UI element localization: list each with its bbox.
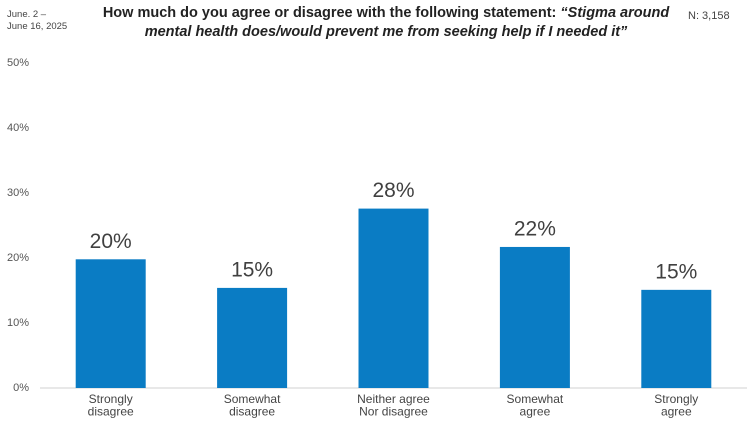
- bar: [641, 289, 712, 388]
- value-label: 28%: [372, 179, 414, 202]
- bar: [217, 287, 288, 388]
- value-label: 22%: [514, 217, 556, 240]
- x-tick-label: Neither agree: [357, 392, 430, 406]
- date-range: June. 2 – June 16, 2025: [7, 9, 67, 33]
- x-tick-label: disagree: [88, 405, 134, 419]
- title-text: How much do you agree or disagree with t…: [102, 5, 557, 21]
- title-quote: “Stigma around mental health does/would …: [144, 5, 670, 40]
- date-line: June 16, 2025: [7, 21, 68, 32]
- x-tick-label: Somewhat: [507, 392, 564, 406]
- x-tick-label: Nor disagree: [359, 405, 428, 419]
- x-tick-label: Somewhat: [224, 392, 281, 406]
- sample-size: N: 3,158: [688, 10, 730, 22]
- value-label: 15%: [655, 260, 697, 283]
- value-label: 20%: [90, 230, 132, 253]
- x-tick-label: agree: [661, 405, 692, 419]
- y-tick-label: 0%: [13, 382, 29, 394]
- x-tick-label: agree: [520, 405, 551, 419]
- x-tick-label: Strongly: [654, 392, 698, 406]
- y-tick-label: 50%: [7, 57, 29, 69]
- bar: [75, 259, 146, 388]
- bar: [499, 246, 570, 388]
- y-tick-label: 20%: [7, 252, 29, 264]
- y-tick-label: 30%: [7, 187, 29, 199]
- date-line: June. 2 –: [7, 9, 47, 20]
- x-tick-label: disagree: [229, 405, 275, 419]
- value-label: 15%: [231, 258, 273, 281]
- bar: [358, 208, 429, 388]
- chart-title: How much do you agree or disagree with t…: [80, 4, 692, 42]
- y-tick-label: 40%: [7, 122, 29, 134]
- y-tick-label: 10%: [7, 317, 29, 329]
- x-tick-label: Strongly: [89, 392, 133, 406]
